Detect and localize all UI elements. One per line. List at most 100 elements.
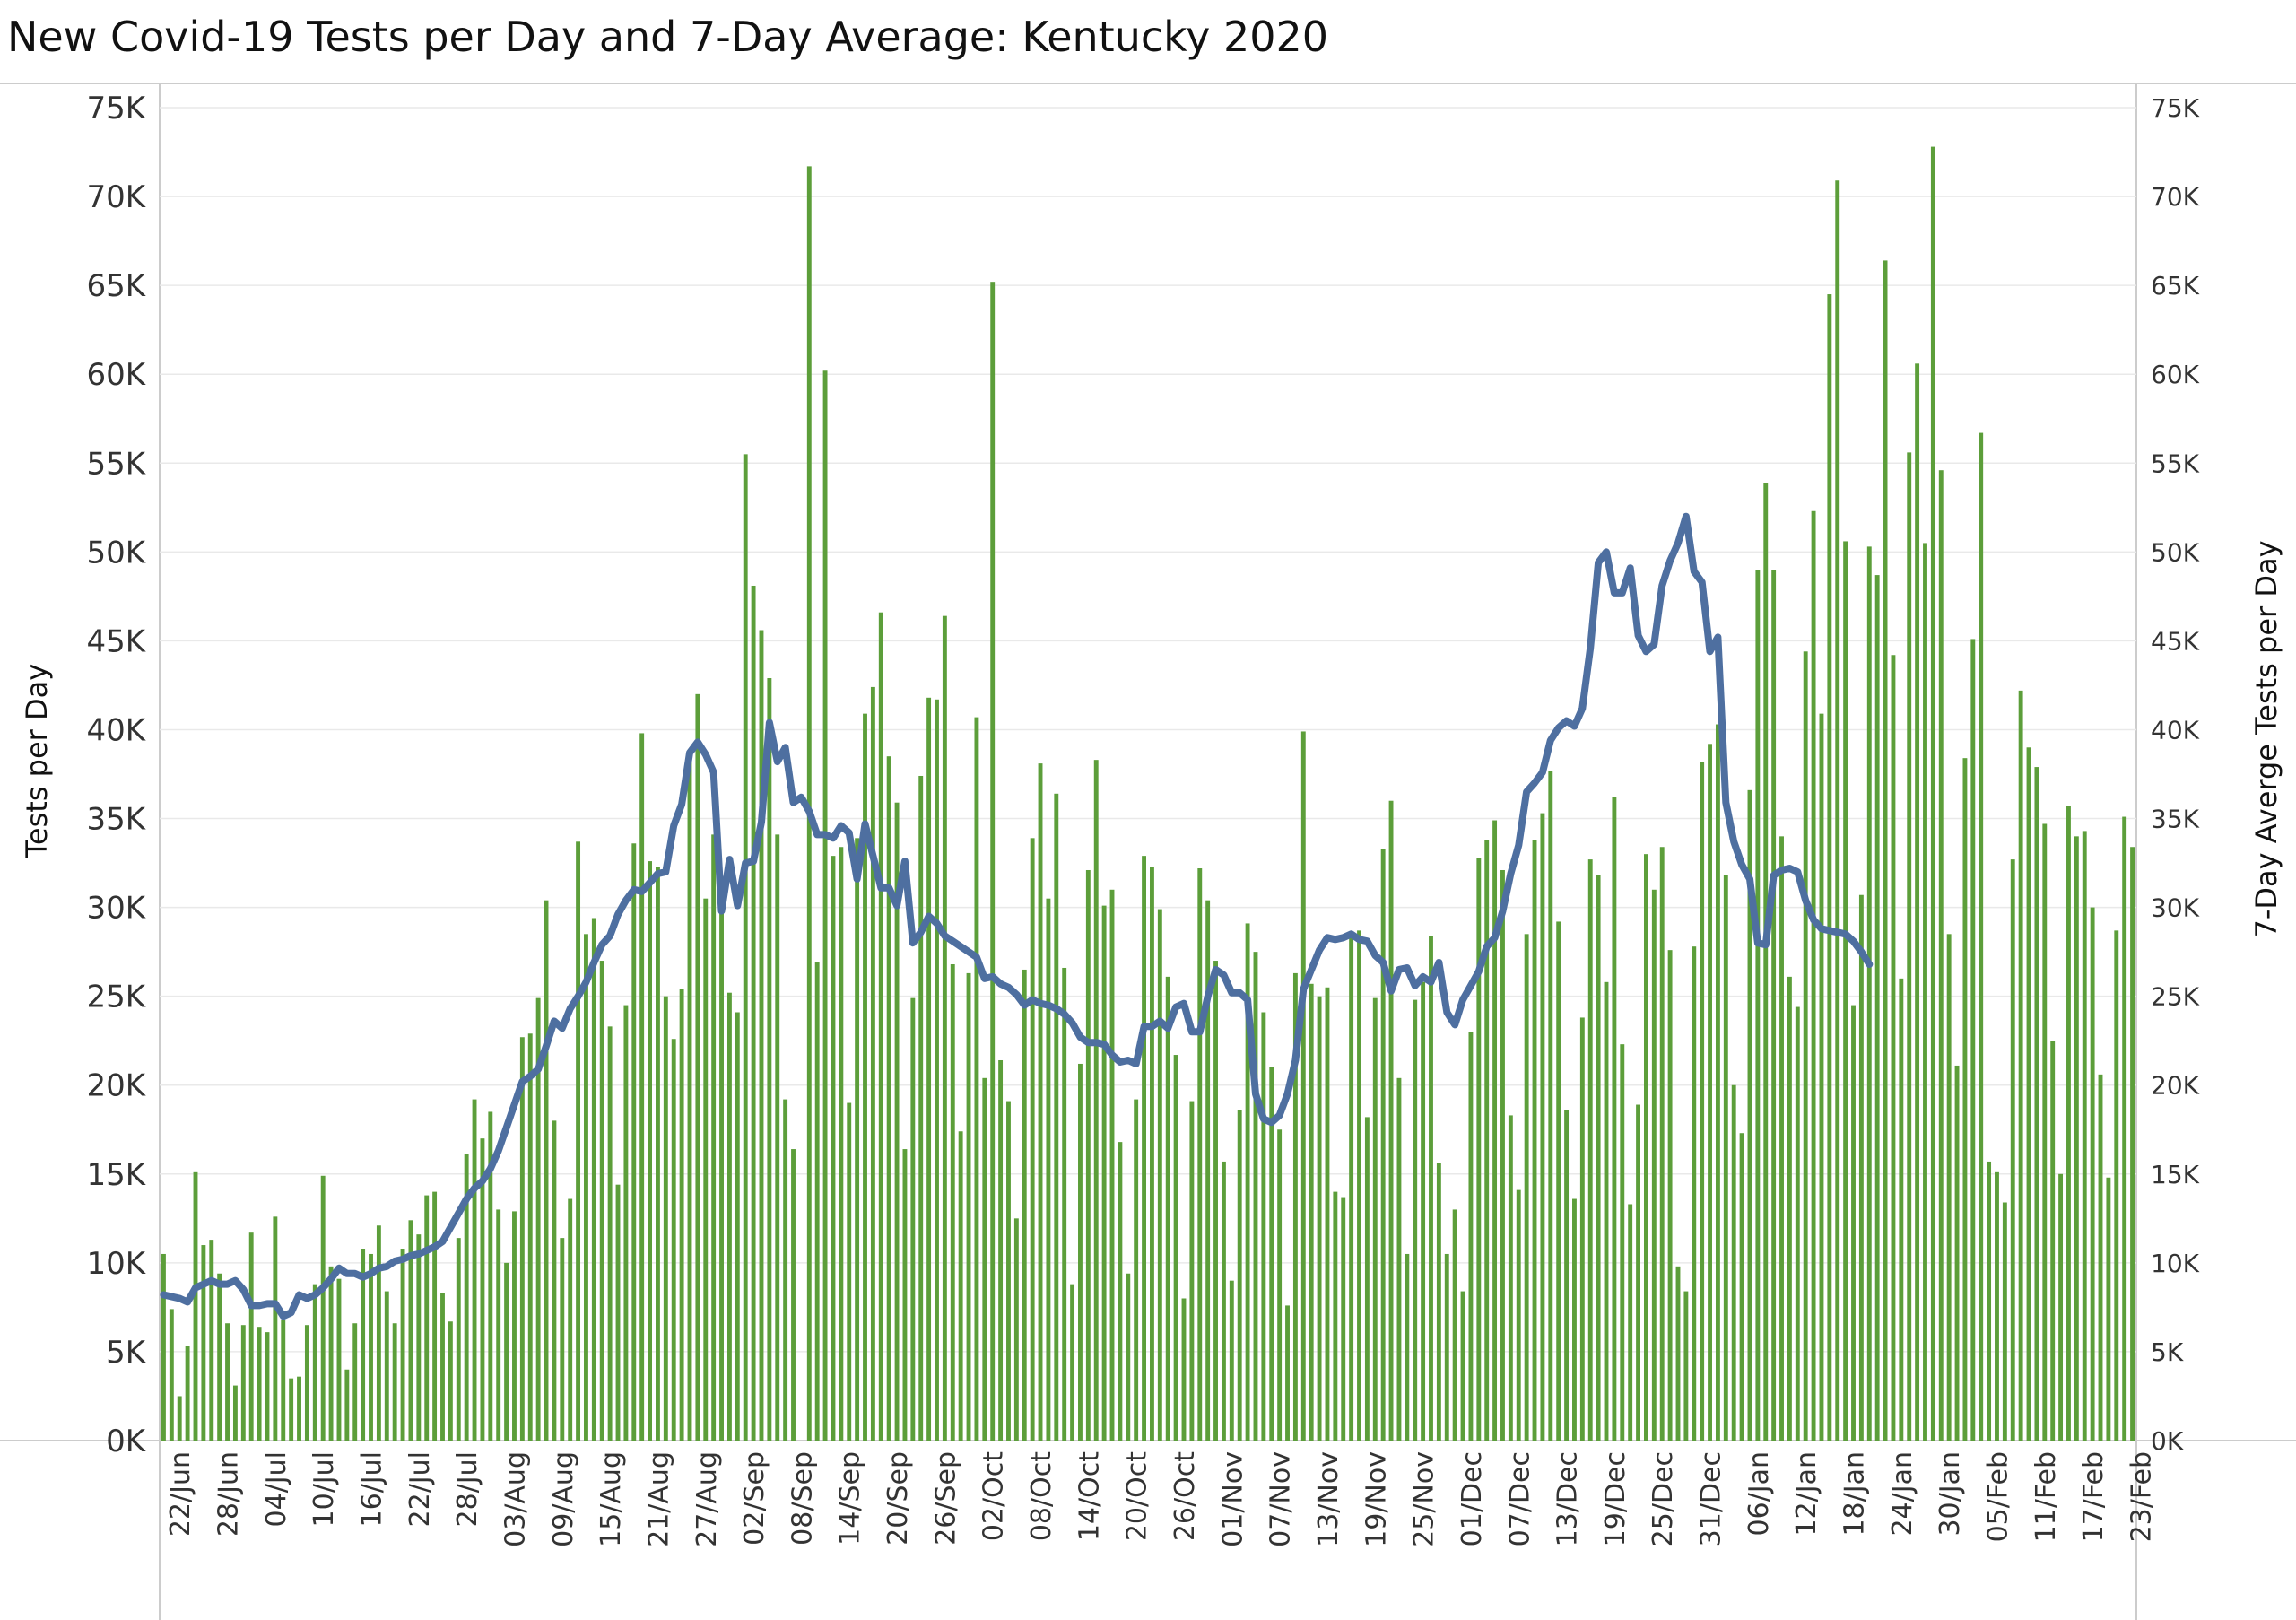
bar (863, 713, 867, 1441)
bar (1492, 820, 1498, 1441)
bar (1923, 543, 1927, 1441)
bar (1795, 1006, 1800, 1441)
y-axis-label: Tests per Day (20, 664, 54, 858)
bar (1429, 936, 1433, 1441)
bar (1333, 1191, 1338, 1441)
bar (1938, 470, 1944, 1441)
bar (910, 997, 916, 1441)
x-tick-label: 19/Dec (1600, 1451, 1631, 1546)
y2-tick-label: 50K (2151, 537, 2200, 567)
x-tick-label: 02/Sep (739, 1451, 770, 1546)
bar (328, 1266, 334, 1441)
bar (312, 1284, 317, 1441)
bar (1596, 875, 1601, 1441)
gridlines (160, 107, 2136, 1353)
bar (1421, 981, 1426, 1441)
x-tick-label: 06/Jan (1744, 1451, 1775, 1537)
y-tick-label: 75K (86, 91, 146, 126)
bar (1587, 859, 1593, 1441)
bar (648, 861, 653, 1441)
y-axis-right: 0K 5K 10K 15K 20K 25K 30K 35K 40K 45K 50K 55K 60K 65K… (2151, 93, 2200, 1456)
x-tick-label: 28/Jul (452, 1451, 483, 1527)
x-tick-label: 26/Oct (1170, 1451, 1201, 1541)
bar (607, 1026, 613, 1441)
bar (225, 1323, 230, 1441)
y-tick-label: 40K (86, 712, 146, 748)
bar (1126, 1273, 1131, 1441)
bar (169, 1309, 174, 1441)
bar (352, 1323, 358, 1441)
bar (855, 838, 860, 1441)
bar (1300, 731, 1306, 1441)
bar (966, 972, 971, 1441)
bar (1405, 1253, 1410, 1441)
bar (1213, 961, 1218, 1441)
bar (1085, 869, 1091, 1441)
bar (2042, 823, 2048, 1441)
bar (878, 612, 883, 1441)
bar (1827, 294, 1832, 1441)
bar (2122, 816, 2127, 1441)
line-series (160, 512, 1874, 1320)
x-tick-label: 22/Jul (404, 1451, 436, 1527)
bar (1723, 875, 1728, 1441)
x-tick-label: 15/Aug (596, 1451, 627, 1547)
bar (1101, 905, 1107, 1441)
bar (1787, 976, 1792, 1441)
bar (552, 1120, 557, 1441)
bar (232, 1385, 238, 1441)
bar (2018, 690, 2023, 1441)
bar (814, 962, 820, 1441)
bar (568, 1198, 573, 1441)
bar (1692, 946, 1697, 1441)
bar (1261, 1012, 1266, 1441)
x-tick-label: 12/Jan (1791, 1451, 1822, 1537)
bar (1564, 1110, 1570, 1441)
bar (512, 1211, 517, 1441)
bar (1995, 1171, 1999, 1441)
bar (1891, 655, 1896, 1441)
bar (448, 1321, 453, 1441)
bar (886, 756, 891, 1441)
x-tick-label: 05/Feb (1983, 1451, 2014, 1542)
x-tick-label: 22/Jun (165, 1451, 196, 1537)
bar (1763, 483, 1769, 1441)
chart-frame (0, 83, 2296, 1620)
bar (1476, 858, 1482, 1441)
bar (1811, 510, 1816, 1441)
bar (1508, 1115, 1513, 1441)
bar (663, 996, 668, 1441)
bar (775, 834, 780, 1441)
bar (1436, 1163, 1441, 1441)
bar (535, 997, 541, 1441)
bar (1372, 997, 1378, 1441)
bar (735, 1012, 740, 1441)
bar (2074, 836, 2079, 1441)
bar (998, 1059, 1004, 1441)
bar (584, 934, 588, 1441)
y2-tick-label: 5K (2151, 1337, 2184, 1367)
bar (1078, 1063, 1083, 1441)
bar (1708, 744, 1712, 1441)
bar (1883, 260, 1888, 1441)
bar (767, 678, 772, 1441)
bar (376, 1225, 381, 1441)
bar (1604, 981, 1609, 1441)
bar (1038, 763, 1043, 1441)
bar (1253, 952, 1258, 1441)
y2-axis-label: 7-Day Averge Tests per Day (2249, 540, 2283, 937)
bar (1739, 1133, 1744, 1441)
x-tick-label: 17/Feb (2078, 1451, 2109, 1542)
bar (472, 1099, 477, 1441)
bar (1149, 867, 1154, 1441)
bar (615, 1184, 621, 1441)
bar (591, 918, 596, 1441)
bar (1540, 813, 1545, 1441)
bar (2026, 747, 2031, 1441)
bar (711, 834, 717, 1441)
bar (527, 1033, 533, 1441)
bar (456, 1238, 461, 1441)
bar (839, 847, 844, 1441)
bar (1325, 987, 1330, 1441)
